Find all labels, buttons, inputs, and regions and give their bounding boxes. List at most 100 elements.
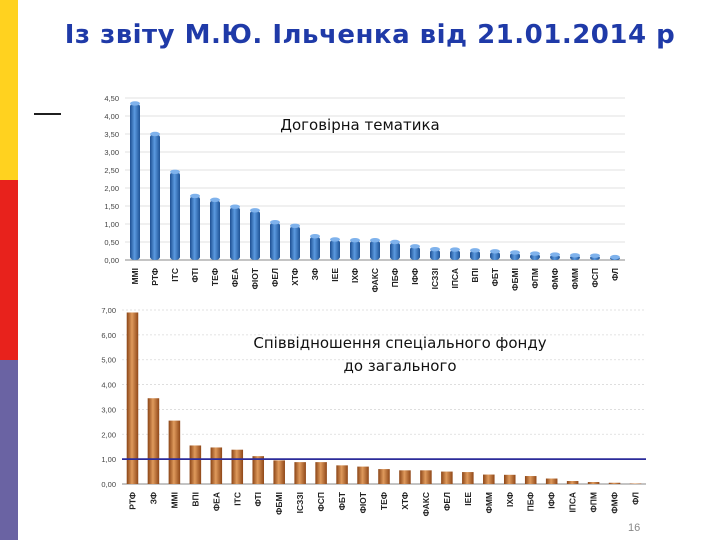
x-tick-label: ІФФ xyxy=(547,492,557,509)
bar-cap xyxy=(350,238,360,243)
bar xyxy=(168,420,181,484)
bar-cap xyxy=(250,208,260,213)
x-tick-label: ТЕФ xyxy=(379,492,389,510)
bar-cap xyxy=(510,250,520,255)
x-tick-label: ФБМІ xyxy=(510,268,520,291)
x-tick-label: ФСП xyxy=(316,492,326,512)
bar xyxy=(566,481,579,484)
bar xyxy=(231,449,244,484)
bar xyxy=(420,470,432,484)
x-tick-label: ФБТ xyxy=(337,491,347,510)
x-tick-label: ХТФ xyxy=(290,268,300,286)
x-tick-label: ФМФ xyxy=(550,268,560,290)
bar-cap xyxy=(410,244,420,249)
x-tick-label: РТФ xyxy=(127,492,137,510)
y-tick-label: 1,00 xyxy=(101,455,116,464)
bar xyxy=(357,466,369,484)
x-tick-label: ФАКС xyxy=(421,492,431,516)
bar xyxy=(336,465,348,484)
bar-cap xyxy=(170,169,180,174)
x-tick-label: ФЛ xyxy=(610,268,620,281)
page-number: 16 xyxy=(628,522,641,534)
bar xyxy=(130,103,140,261)
bar xyxy=(450,249,460,260)
slide-title: Із звіту М.Ю. Ільченка від 21.01.2014 р xyxy=(64,20,676,50)
bar xyxy=(524,476,537,484)
x-tick-label: ФСП xyxy=(590,268,600,288)
y-tick-label: 4,00 xyxy=(104,112,119,121)
bar-cap xyxy=(230,204,240,209)
y-tick-label: 7,00 xyxy=(101,306,116,315)
bar xyxy=(629,483,642,485)
bar xyxy=(250,210,260,260)
x-tick-label: ІПСА xyxy=(450,268,460,289)
bar xyxy=(462,472,474,484)
x-tick-label: ВПІ xyxy=(470,268,480,283)
x-tick-label: ФПМ xyxy=(530,268,540,288)
bar xyxy=(441,471,453,484)
decor-dash xyxy=(34,113,61,115)
x-tick-label: ІХФ xyxy=(350,268,360,283)
bar-cap xyxy=(550,252,560,257)
x-tick-label: ХТФ xyxy=(400,492,410,510)
x-tick-label: ІПСА xyxy=(568,492,578,513)
bar xyxy=(410,246,420,260)
x-tick-label: ФАКС xyxy=(370,268,380,292)
x-tick-label: ФЛ xyxy=(631,492,641,505)
bar-cap xyxy=(210,197,220,203)
bar xyxy=(490,251,500,260)
x-tick-label: ФММ xyxy=(570,268,580,289)
x-tick-label: ІСЗЗІ xyxy=(295,492,305,513)
bar-cap xyxy=(310,234,320,239)
x-tick-label: ІСЗЗІ xyxy=(430,268,440,289)
bar-cap xyxy=(450,247,460,252)
decor-stripe-blue xyxy=(0,360,18,540)
chart-special-fund-ratio: Співвідношення спеціального фонду до заг… xyxy=(101,306,646,516)
x-tick-label: ІЕЕ xyxy=(330,268,340,282)
decor-stripe-yellow xyxy=(0,0,18,180)
bar xyxy=(126,312,139,484)
bar xyxy=(370,240,380,260)
bar xyxy=(252,456,265,484)
bar xyxy=(147,398,160,484)
y-tick-label: 3,00 xyxy=(104,148,119,157)
y-tick-label: 0,00 xyxy=(101,480,116,489)
y-tick-label: 0,00 xyxy=(104,256,119,265)
y-tick-label: 1,50 xyxy=(104,202,119,211)
y-tick-label: 2,00 xyxy=(101,430,116,439)
x-tick-label: ІТС xyxy=(170,268,180,282)
bar-cap xyxy=(530,251,540,256)
bar xyxy=(470,250,480,260)
bar xyxy=(230,206,240,260)
bar xyxy=(608,482,621,484)
bar xyxy=(350,240,360,260)
y-tick-label: 5,00 xyxy=(101,356,116,365)
bar xyxy=(190,195,200,260)
bar xyxy=(503,474,516,484)
bar-cap xyxy=(190,193,200,199)
y-tick-label: 4,00 xyxy=(101,381,116,390)
x-tick-label: ІХФ xyxy=(505,492,515,507)
y-tick-label: 1,00 xyxy=(104,220,119,229)
bar-cap xyxy=(390,239,400,245)
bar xyxy=(310,236,320,260)
bar xyxy=(399,470,411,484)
bar xyxy=(150,134,160,260)
bar xyxy=(270,222,280,260)
bar xyxy=(210,199,220,260)
x-tick-label: ПБФ xyxy=(526,492,536,511)
bar xyxy=(170,171,180,260)
bar xyxy=(273,460,285,484)
bar xyxy=(378,469,390,484)
x-tick-label: РТФ xyxy=(150,268,160,286)
decor-stripe-red xyxy=(0,180,18,360)
bar-cap xyxy=(130,101,140,106)
bar-cap xyxy=(490,249,500,254)
y-tick-label: 6,00 xyxy=(101,331,116,340)
x-tick-label: ФІОТ xyxy=(250,267,260,289)
x-tick-label: ФБТ xyxy=(490,267,500,286)
bar xyxy=(330,239,340,260)
bar-cap xyxy=(370,238,380,243)
chart-title-line-2: до загального xyxy=(343,357,456,375)
x-tick-label: ЗФ xyxy=(310,268,320,280)
